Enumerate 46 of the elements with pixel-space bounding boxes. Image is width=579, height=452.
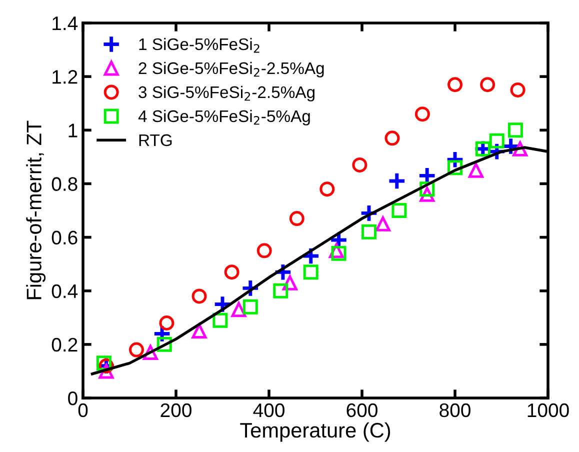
point bbox=[273, 283, 288, 298]
point bbox=[392, 203, 407, 218]
point bbox=[320, 182, 335, 197]
x-tick-label: 400 bbox=[253, 403, 284, 418]
y-tick-label: 0 bbox=[68, 391, 78, 406]
point bbox=[242, 299, 258, 314]
point bbox=[192, 288, 207, 304]
legend-label: 4 SiGe-5%FeSi$_{2}$-5%Ag bbox=[138, 110, 310, 126]
legend-label: RTG bbox=[139, 134, 172, 146]
point bbox=[375, 216, 390, 232]
x-tick-label: 0 bbox=[78, 403, 88, 418]
point bbox=[231, 302, 246, 318]
point bbox=[352, 157, 368, 172]
point bbox=[361, 224, 376, 240]
x-tick-label: 200 bbox=[160, 403, 192, 418]
y-tick-label: 0.4 bbox=[52, 284, 78, 298]
y-tick-label: 0.6 bbox=[52, 230, 78, 245]
y-tick-label: 1 bbox=[68, 124, 78, 138]
legend-label: 3 SiG-5%FeSi$_{2}$-2.5%Ag bbox=[138, 86, 314, 102]
point bbox=[468, 162, 484, 178]
y-tick-label: 0.8 bbox=[52, 177, 78, 191]
y-axis-title: Figure-of-merrit, ZT bbox=[26, 120, 46, 300]
point bbox=[384, 130, 400, 146]
point bbox=[414, 106, 430, 122]
legend-label: 1 SiGe-5%FeSi$_{2}$ bbox=[139, 38, 260, 53]
point bbox=[489, 133, 504, 148]
point bbox=[256, 243, 272, 258]
y-tick-label: 1.2 bbox=[52, 70, 78, 84]
point bbox=[480, 77, 496, 92]
point bbox=[159, 316, 174, 330]
legend-label: 2 SiGe-5%FeSi$_{2}$-2.5%Ag bbox=[138, 62, 324, 78]
point bbox=[128, 342, 144, 358]
x-tick-label: 1000 bbox=[528, 403, 569, 418]
point bbox=[224, 264, 240, 280]
x-tick-label: 600 bbox=[346, 403, 378, 418]
point bbox=[289, 211, 304, 226]
x-tick-label: 800 bbox=[440, 403, 470, 418]
point bbox=[192, 324, 207, 339]
y-tick-label: 0.2 bbox=[52, 338, 78, 352]
y-tick-label: 1.4 bbox=[52, 16, 78, 30]
point bbox=[448, 77, 462, 92]
x-axis-title: Temperature (C) bbox=[240, 422, 390, 442]
point bbox=[510, 82, 526, 98]
point bbox=[508, 122, 523, 138]
point bbox=[388, 172, 406, 190]
point bbox=[303, 264, 318, 280]
